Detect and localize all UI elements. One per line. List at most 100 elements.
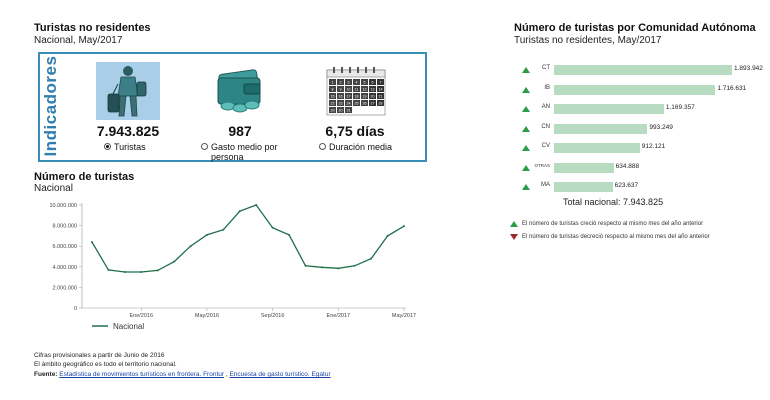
data-point[interactable]	[238, 210, 241, 213]
radio-spending[interactable]: Gasto medio por persona	[201, 142, 297, 162]
calendar-day-cell	[369, 79, 376, 85]
calendar-day-number: 15	[331, 95, 335, 99]
y-tick-label: 0	[74, 306, 77, 312]
radio-duration[interactable]: Duración media	[319, 142, 392, 152]
bar-value-label: 1.169.357	[665, 104, 695, 111]
source-link-egatur[interactable]: Encuesta de gasto turístico. Egatur	[229, 371, 331, 378]
data-point[interactable]	[320, 266, 323, 269]
calendar-day-cell	[369, 100, 376, 106]
calendar-day-number: 12	[363, 88, 367, 92]
data-point[interactable]	[288, 233, 291, 236]
data-point[interactable]	[370, 257, 373, 260]
calendar-day-number: 26	[363, 102, 367, 106]
data-point[interactable]	[271, 226, 274, 229]
calendar-day-cell	[353, 79, 360, 85]
data-point[interactable]	[304, 264, 307, 267]
calendar-day-number: 17	[347, 95, 351, 99]
source-link-frontur[interactable]: Estadística de movimientos turísticos en…	[59, 371, 225, 378]
line-chart-title: Número de turistas	[34, 171, 135, 183]
bar-row[interactable]: OTRAS 634.888	[522, 162, 770, 174]
bar-row[interactable]: AN 1.169.357	[522, 103, 770, 115]
bar[interactable]	[554, 162, 614, 173]
line-chart: 10.000.000 8.000.000 6.000.000 4.000.000 2.0…	[49, 203, 416, 331]
data-point[interactable]	[173, 260, 176, 263]
calendar-day-number: 25	[355, 102, 359, 106]
calendar-day-number: 6	[372, 81, 374, 85]
calendar-day-cell	[353, 93, 360, 99]
bar-row[interactable]: CT 1.893.942	[522, 64, 770, 76]
indicators-subtitle: Nacional, May/2017	[34, 35, 123, 46]
calendar-day-number: 4	[356, 81, 358, 85]
bar[interactable]	[554, 182, 613, 192]
calendar-day-cell	[345, 93, 352, 99]
calendar-day-cell	[345, 79, 352, 85]
data-point[interactable]	[189, 245, 192, 248]
data-point[interactable]	[156, 269, 159, 272]
data-point[interactable]	[91, 241, 93, 244]
legend-increase-text: El número de turistas creció respecto al…	[522, 221, 704, 227]
calendar-day-cell	[329, 79, 336, 85]
calendar-day-number: 1	[332, 81, 334, 85]
source-label: Fuente:	[34, 371, 58, 378]
calendar-day-cell	[329, 93, 336, 99]
bar-chart-title: Número de turistas por Comunidad Autónom…	[514, 22, 756, 34]
data-point[interactable]	[205, 233, 208, 236]
calendar-day-number: 28	[379, 102, 383, 106]
arrow-up-icon	[522, 86, 530, 93]
data-point[interactable]	[222, 228, 225, 231]
calendar-day-cell	[369, 93, 376, 99]
bar-value-label: 1.716.631	[717, 84, 747, 92]
bar[interactable]	[554, 104, 664, 114]
calendar-day-number: 27	[371, 102, 375, 106]
legend-increase: El número de turistas creció respecto al…	[510, 221, 703, 227]
calendar-day-cell	[329, 107, 336, 113]
bar-category-label: MA	[541, 182, 550, 188]
data-point[interactable]	[386, 234, 389, 237]
footnote-scope: El ámbito geográfico es todo el territor…	[34, 361, 177, 368]
calendar-day-number: 7	[380, 81, 382, 85]
data-point[interactable]	[353, 264, 356, 267]
data-point[interactable]	[123, 270, 126, 273]
legend-decrease: El número de turistas decreció respecto …	[510, 234, 710, 240]
bar[interactable]	[554, 84, 716, 95]
bar[interactable]	[554, 65, 732, 75]
data-point[interactable]	[140, 270, 143, 273]
calendar-day-cell	[337, 107, 344, 113]
bar-row[interactable]: IB 1.716.631	[522, 84, 770, 96]
data-point[interactable]	[337, 267, 340, 270]
y-tick-label: 10.000.000	[49, 203, 77, 209]
y-tick-label: 4.000.000	[53, 265, 77, 271]
bar-value-label: 634.888	[615, 162, 640, 170]
radio-dot[interactable]	[201, 143, 208, 150]
data-point[interactable]	[255, 204, 258, 206]
calendar-day-cell	[329, 86, 336, 92]
x-tick-label: May/2017	[392, 313, 416, 319]
y-tick-label: 2.000.000	[53, 285, 77, 291]
x-tick-label: Ene/2017	[327, 313, 351, 319]
bar[interactable]	[554, 123, 648, 134]
bar-chart-subtitle: Turistas no residentes, May/2017	[514, 35, 662, 46]
radio-dot[interactable]	[319, 143, 326, 150]
radio-tourists[interactable]: Turistas	[104, 142, 146, 152]
calendar-day-cell	[337, 100, 344, 106]
data-point[interactable]	[403, 225, 405, 228]
bar[interactable]	[554, 143, 640, 153]
bar-row[interactable]: CV 912.121	[522, 142, 770, 154]
calendar-day-number: 23	[339, 102, 343, 106]
data-point[interactable]	[107, 268, 110, 271]
radio-dot-selected[interactable]	[104, 143, 111, 150]
wallet-icon[interactable]	[214, 68, 266, 114]
calendar-day-cell	[377, 93, 384, 99]
calendar-day-cell	[345, 86, 352, 92]
calendar-day-number: 22	[331, 102, 335, 106]
calendar-day-cell	[337, 93, 344, 99]
tourist-icon[interactable]	[96, 62, 160, 120]
indicators-vertical-label: Indicadores	[41, 55, 60, 157]
calendar-day-cell	[345, 100, 352, 106]
bar-category-label: CT	[542, 65, 550, 71]
calendar-icon[interactable]: 1 2 3 4 5 6 7 8 9 10 11 12 13 14 15 16 17 18 19 20 21 22 23 24 2…	[326, 66, 386, 116]
calendar-day-cell	[361, 100, 368, 106]
calendar-day-number: 29	[331, 109, 335, 113]
bar-row[interactable]: CN 993.249	[522, 123, 770, 135]
bar-row[interactable]: MA 623.637	[522, 181, 770, 193]
